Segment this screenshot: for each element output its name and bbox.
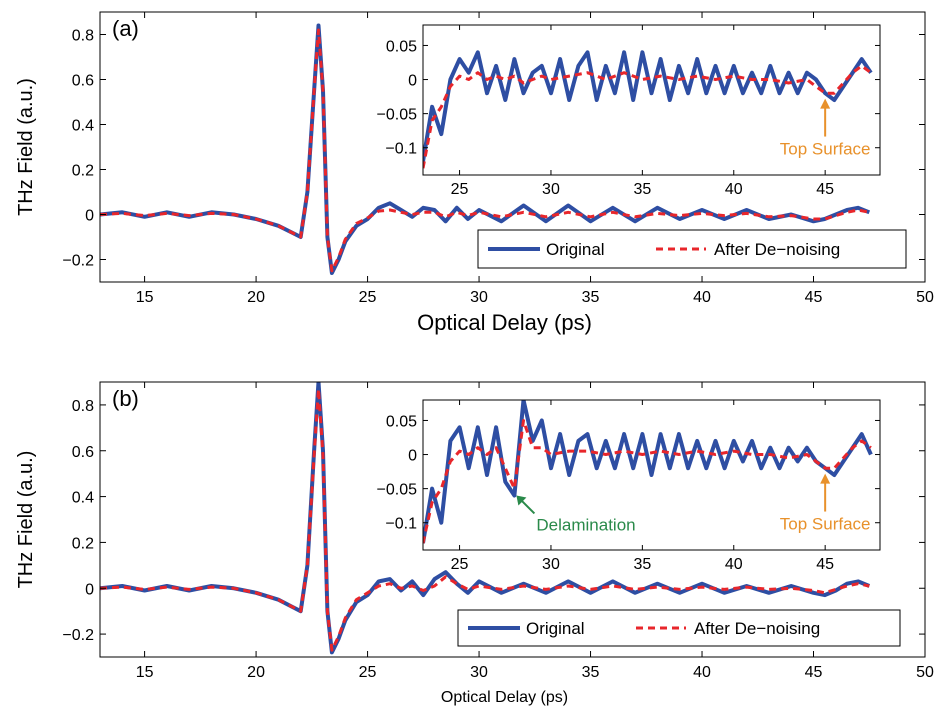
x-tick-label: 25 (359, 289, 377, 306)
panel-b: 15 20 25 30 35 40 45 50 −0.2 0 0.2 0.4 0.6 0.8 Optical… (15, 382, 934, 706)
inset-x-tick-label: 45 (816, 181, 834, 198)
inset-y-tick-label: 0 (408, 448, 417, 465)
legend: Original After De−noising (458, 610, 900, 646)
x-tick-label: 35 (582, 289, 600, 306)
y-tick-label: 0 (85, 208, 94, 225)
inset-x-tick-label: 30 (542, 556, 560, 573)
x-tick-label: 45 (805, 289, 823, 306)
x-tick-label: 50 (916, 664, 934, 681)
x-axis-label: Optical Delay (ps) (441, 689, 568, 706)
panel-label: (b) (112, 386, 139, 411)
legend-label-original: Original (526, 619, 585, 638)
inset-y-tick-label: 0 (408, 73, 417, 90)
inset-x-tick-label: 35 (633, 556, 651, 573)
legend: Original After De−noising (478, 230, 906, 268)
inset-y-tick-label: 0.05 (386, 413, 417, 430)
inset-y-tick-label: 0.05 (386, 38, 417, 55)
x-tick-label: 20 (247, 664, 265, 681)
inset-x-tick-label: 40 (725, 181, 743, 198)
y-tick-label: 0.4 (72, 118, 94, 135)
y-tick-label: 0.6 (72, 73, 94, 90)
y-tick-label: 0.2 (72, 535, 94, 552)
inset-y-tick-label: −0.05 (377, 482, 418, 499)
x-tick-label: 45 (805, 664, 823, 681)
panel-label: (a) (112, 16, 139, 41)
y-tick-label: −0.2 (62, 627, 94, 644)
y-tick-label: 0.2 (72, 163, 94, 180)
x-tick-label: 30 (470, 289, 488, 306)
y-axis-label: THz Field (a.u.) (15, 78, 37, 216)
x-tick-label: 25 (359, 664, 377, 681)
inset-x-tick-label: 25 (451, 181, 469, 198)
inset-x-tick-label: 25 (451, 556, 469, 573)
inset-x-tick-label: 35 (633, 181, 651, 198)
inset-x-tick-label: 30 (542, 181, 560, 198)
y-tick-label: 0 (85, 581, 94, 598)
x-tick-label: 35 (582, 664, 600, 681)
x-tick-label: 20 (247, 289, 265, 306)
y-axis-label: THz Field (a.u.) (15, 451, 37, 589)
x-tick-label: 30 (470, 664, 488, 681)
x-tick-label: 15 (136, 289, 154, 306)
legend-label-denoised: After De−noising (714, 240, 840, 259)
inset: 25 30 35 40 45 −0.1 −0.05 0 0.05 Delamination Top … (377, 400, 880, 573)
x-tick-label: 40 (693, 289, 711, 306)
annotation-delamination-label: Delamination (536, 516, 635, 535)
legend-label-denoised: After De−noising (694, 619, 820, 638)
y-tick-label: 0.6 (72, 444, 94, 461)
x-tick-label: 50 (916, 289, 934, 306)
inset: 25 30 35 40 45 −0.1 −0.05 0 0.05 Top Surface (377, 25, 880, 198)
y-tick-label: 0.8 (72, 28, 94, 45)
inset-x-tick-label: 40 (725, 556, 743, 573)
x-tick-label: 15 (136, 664, 154, 681)
x-tick-label: 40 (693, 664, 711, 681)
annotation-top-surface-label: Top Surface (780, 140, 871, 159)
y-tick-label: −0.2 (62, 253, 94, 270)
inset-y-tick-label: −0.1 (385, 516, 417, 533)
inset-x-tick-label: 45 (816, 556, 834, 573)
panel-a: 15 20 25 30 35 40 45 50 −0.2 0 0.2 0.4 0.6 0.8 Optical… (15, 12, 934, 335)
inset-y-tick-label: −0.1 (385, 141, 417, 158)
inset-y-tick-label: −0.05 (377, 107, 418, 124)
x-axis-label: Optical Delay (ps) (417, 310, 592, 335)
annotation-top-surface-label: Top Surface (780, 515, 871, 534)
y-tick-label: 0.8 (72, 398, 94, 415)
y-tick-label: 0.4 (72, 490, 94, 507)
legend-label-original: Original (546, 240, 605, 259)
